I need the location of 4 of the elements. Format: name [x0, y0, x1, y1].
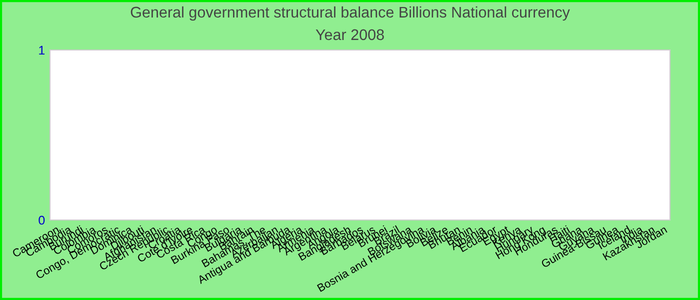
- y-tick-label: 0: [38, 216, 45, 225]
- y-tick-label: 1: [39, 46, 45, 55]
- chart-subtitle: Year 2008: [316, 29, 384, 40]
- chart-title: General government structural balance Billions National currency: [130, 6, 570, 21]
